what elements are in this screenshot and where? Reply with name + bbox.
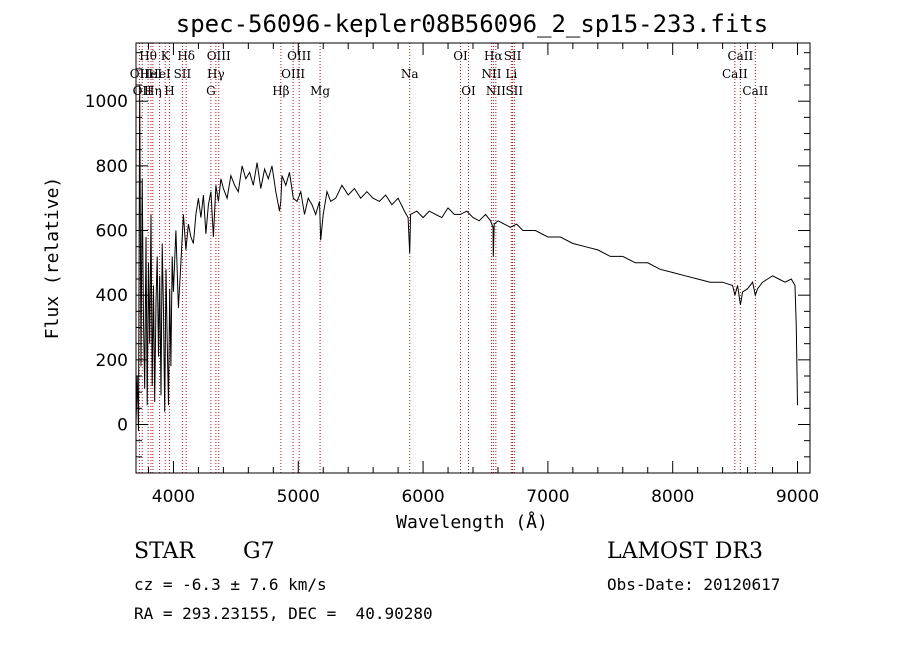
- marker-label-27: CaII: [727, 49, 753, 63]
- plot-frame: [135, 42, 811, 474]
- spectrum-line: [135, 84, 798, 432]
- survey-label: LAMOST DR3: [607, 539, 763, 564]
- y-axis: 0 200 400 600 800 1000: [85, 52, 810, 458]
- marker-label-5: HeI: [148, 67, 171, 81]
- marker-label-14: OIII: [281, 67, 305, 81]
- marker-label-9: Hδ: [177, 49, 195, 63]
- x-tick-label-2: 6000: [401, 487, 444, 507]
- line-markers: [138, 43, 756, 473]
- marker-label-12: OIII: [207, 49, 231, 63]
- y-tick-label-5: 1000: [85, 92, 128, 112]
- chart-title: spec-56096-kepler08B56096_2_sp15-233.fit…: [176, 10, 768, 38]
- marker-label-23: Li: [505, 67, 517, 81]
- marker-label-1: OII: [133, 84, 153, 98]
- subclass-label: G7: [243, 539, 275, 564]
- marker-label-20: NII: [481, 67, 501, 81]
- marker-label-24: SII: [504, 49, 522, 63]
- marker-label-13: Hβ: [272, 84, 289, 98]
- y-tick-label-1: 200: [96, 351, 128, 371]
- marker-label-2: Hθ: [139, 49, 157, 63]
- line-marker-labels: OIIOIIHθHeIHηHeIKHSIIHδGHγOIIIHβOIIIOIII…: [130, 49, 769, 98]
- marker-label-3: HeI: [140, 67, 163, 81]
- y-tick-label-2: 400: [96, 286, 128, 306]
- marker-label-15: OIII: [287, 49, 311, 63]
- marker-label-6: K: [161, 49, 171, 63]
- marker-label-16: Mg: [310, 84, 330, 98]
- marker-label-18: OI: [453, 49, 468, 63]
- y-tick-label-4: 800: [96, 157, 128, 177]
- marker-label-17: Na: [401, 67, 419, 81]
- series-group: [135, 84, 798, 432]
- class-label: STAR: [134, 539, 195, 564]
- marker-label-0: OII: [130, 67, 150, 81]
- x-tick-label-5: 9000: [776, 487, 819, 507]
- x-tick-label-1: 5000: [277, 487, 320, 507]
- y-tick-label-3: 600: [96, 222, 128, 242]
- marker-label-19: OI: [461, 84, 476, 98]
- obs-date-label: Obs-Date: 20120617: [607, 575, 781, 594]
- marker-label-21: Hα: [484, 49, 503, 63]
- y-tick-label-0: 0: [117, 416, 128, 436]
- x-axis-label: Wavelength (Å): [396, 511, 548, 533]
- spectrum-chart: spec-56096-kepler08B56096_2_sp15-233.fit…: [42, 10, 819, 533]
- marker-label-7: H: [164, 84, 174, 98]
- marker-label-10: G: [206, 84, 216, 98]
- x-axis: 4000 5000 6000 7000 8000 9000: [147, 43, 819, 507]
- x-tick-label-0: 4000: [152, 487, 195, 507]
- x-tick-label-3: 7000: [526, 487, 569, 507]
- y-axis-label: Flux (relative): [42, 177, 63, 340]
- redshift-label: cz = -6.3 ± 7.6 km/s: [134, 575, 327, 594]
- marker-label-25: SII: [505, 84, 523, 98]
- marker-label-26: CaII: [722, 67, 748, 81]
- marker-label-22: NII: [486, 84, 506, 98]
- marker-label-11: Hγ: [207, 67, 225, 81]
- marker-label-4: Hη: [144, 84, 162, 98]
- coordinates-label: RA = 293.23155, DEC = 40.90280: [134, 604, 433, 623]
- marker-label-28: CaII: [742, 84, 768, 98]
- marker-label-8: SII: [174, 67, 192, 81]
- x-tick-label-4: 8000: [651, 487, 694, 507]
